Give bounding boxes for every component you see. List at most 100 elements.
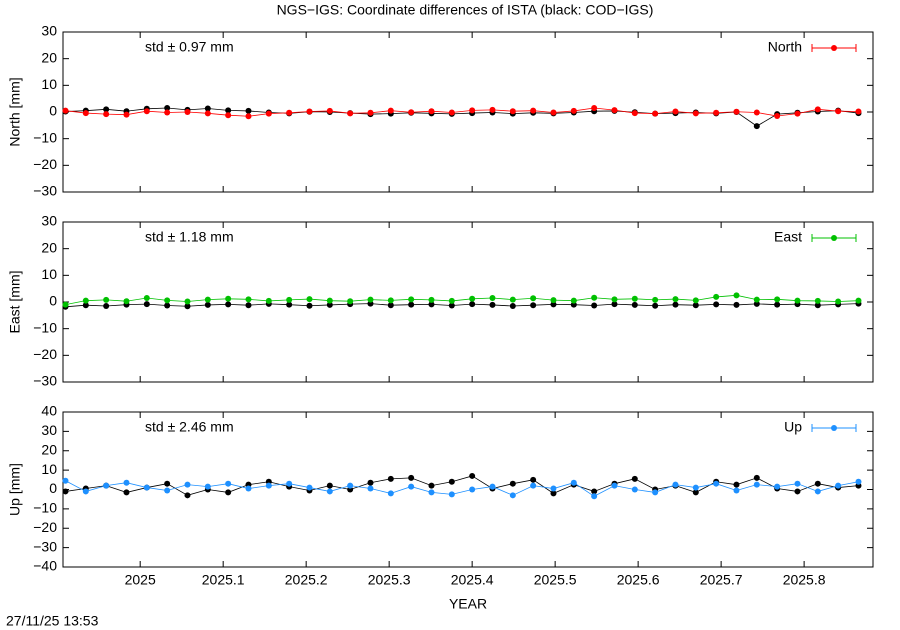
x-tick-label: 2025.7 xyxy=(700,572,743,588)
point xyxy=(408,296,415,303)
point xyxy=(652,296,659,303)
point xyxy=(225,112,232,119)
point xyxy=(550,297,557,304)
point xyxy=(225,301,232,308)
x-tick-label: 2025.6 xyxy=(617,572,660,588)
y-tick-label: −30 xyxy=(33,538,57,554)
x-tick-label: 2025.2 xyxy=(285,572,328,588)
annotation: std ± 0.97 mm xyxy=(145,39,234,55)
point xyxy=(855,297,862,304)
y-tick-label: −20 xyxy=(33,519,57,535)
point xyxy=(428,296,435,303)
point xyxy=(570,107,577,114)
chart-title: NGS−IGS: Coordinate differences of ISTA … xyxy=(277,2,654,18)
x-tick-label: 2025.1 xyxy=(202,572,245,588)
x-axis-label: YEAR xyxy=(449,596,487,612)
y-tick-label: 40 xyxy=(41,403,57,419)
point xyxy=(692,489,699,496)
point xyxy=(611,482,618,489)
point xyxy=(225,480,232,487)
point xyxy=(570,297,577,304)
point xyxy=(326,488,333,495)
point xyxy=(774,113,781,119)
y-tick-label: −30 xyxy=(33,373,57,389)
point xyxy=(611,296,618,303)
point xyxy=(692,110,699,117)
point xyxy=(835,298,842,305)
point xyxy=(204,110,211,117)
point xyxy=(509,296,516,303)
point xyxy=(672,301,679,308)
point xyxy=(631,486,638,493)
annotation: std ± 2.46 mm xyxy=(145,419,234,435)
series-line xyxy=(65,303,859,308)
point xyxy=(550,490,557,497)
point xyxy=(306,302,313,309)
point xyxy=(713,480,720,487)
point xyxy=(184,492,191,499)
point xyxy=(103,482,110,489)
point xyxy=(814,297,821,304)
y-tick-label: 30 xyxy=(41,422,57,438)
point xyxy=(367,479,374,486)
point xyxy=(428,482,435,489)
point xyxy=(550,485,557,492)
legend-label: East xyxy=(774,229,802,245)
point xyxy=(184,298,191,305)
y-axis-label: Up [mm] xyxy=(7,463,23,516)
point xyxy=(509,108,516,115)
point xyxy=(672,481,679,488)
point xyxy=(103,106,110,113)
point xyxy=(428,489,435,496)
point xyxy=(82,297,89,304)
point xyxy=(103,303,110,309)
point xyxy=(326,107,333,114)
point xyxy=(387,475,394,482)
point xyxy=(570,479,577,486)
plot-frame xyxy=(62,411,874,568)
point xyxy=(591,488,598,495)
point xyxy=(794,480,801,487)
point xyxy=(225,295,232,302)
point xyxy=(489,483,496,490)
point xyxy=(62,477,69,484)
point xyxy=(367,296,374,303)
point xyxy=(82,488,89,495)
point xyxy=(713,301,720,308)
point xyxy=(326,301,333,308)
point xyxy=(855,108,862,115)
y-tick-label: 10 xyxy=(41,461,57,477)
point xyxy=(204,301,211,308)
series-line xyxy=(65,475,859,496)
y-axis-label: North [mm] xyxy=(7,77,23,146)
point xyxy=(367,109,374,116)
point xyxy=(753,109,760,116)
point xyxy=(672,108,679,115)
point xyxy=(164,297,171,304)
point xyxy=(835,108,842,115)
point xyxy=(794,110,801,117)
point xyxy=(62,488,69,495)
y-tick-label: −30 xyxy=(33,183,57,199)
point xyxy=(143,295,150,301)
point xyxy=(509,492,516,499)
point xyxy=(489,295,496,301)
point xyxy=(774,301,781,308)
point xyxy=(631,475,638,482)
point xyxy=(103,111,110,118)
point xyxy=(652,302,659,309)
point xyxy=(509,303,516,309)
y-tick-label: 30 xyxy=(41,23,57,39)
point xyxy=(286,480,293,487)
point xyxy=(469,301,476,308)
point xyxy=(347,482,354,489)
point xyxy=(82,302,89,309)
point xyxy=(672,296,679,303)
point xyxy=(245,485,252,492)
point xyxy=(103,296,110,303)
point xyxy=(753,474,760,481)
point xyxy=(489,106,496,113)
legend-swatch xyxy=(831,425,837,431)
point xyxy=(204,483,211,490)
